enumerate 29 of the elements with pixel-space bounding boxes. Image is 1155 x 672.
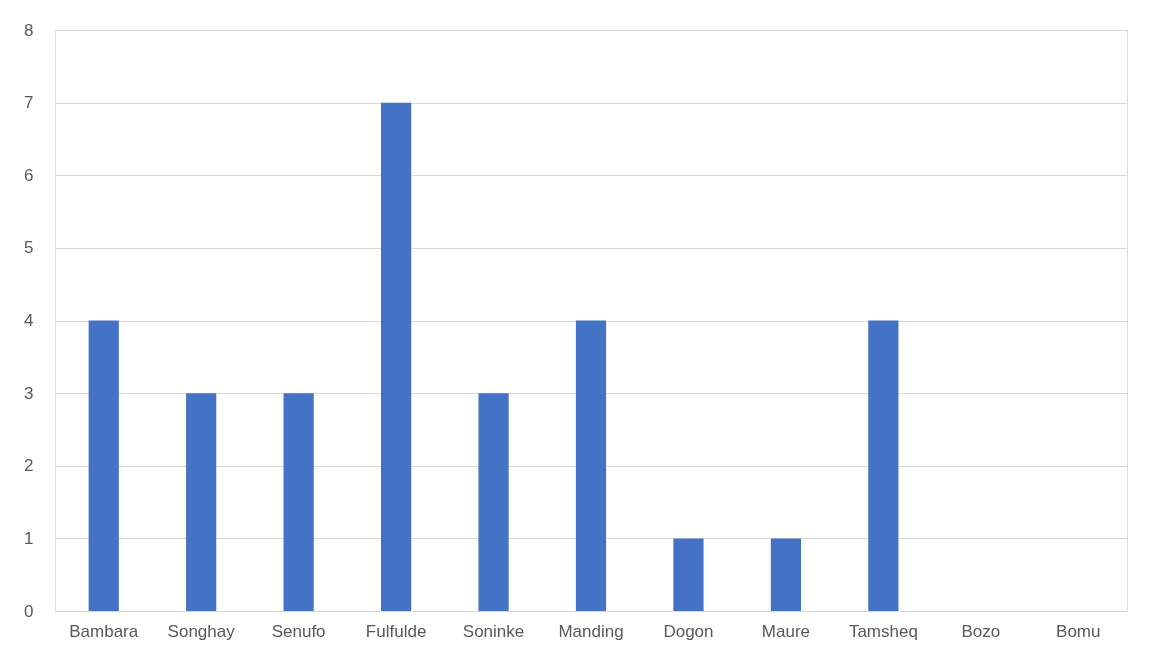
x-tick-label: Soninke (462, 621, 525, 641)
bar (868, 320, 899, 611)
x-tick-label: Bambara (69, 621, 139, 641)
bar (380, 102, 412, 611)
x-tick-label: Bomu (1056, 621, 1101, 641)
x-tick-label: Fulfulde (365, 621, 427, 641)
y-tick-label: 7 (24, 93, 34, 113)
bar (88, 320, 119, 611)
bar (770, 538, 802, 611)
bar (673, 538, 704, 611)
x-tick-label: Senufo (271, 621, 326, 641)
y-tick-label: 6 (24, 165, 34, 185)
x-tick-label: Maure (761, 621, 810, 641)
y-tick-label: 2 (24, 456, 34, 476)
bar (283, 393, 314, 611)
y-tick-label: 4 (24, 311, 34, 330)
x-tick-label: Tamsheq (848, 621, 918, 641)
y-tick-label: 5 (24, 238, 34, 258)
x-tick-label: Manding (558, 621, 624, 641)
y-tick-label: 3 (24, 383, 34, 403)
x-tick-label: Bozo (961, 621, 1001, 641)
bar (478, 393, 509, 611)
bar (186, 393, 217, 611)
bar (575, 320, 607, 611)
y-tick-label: 0 (24, 601, 34, 621)
x-tick-label: Dogon (663, 621, 714, 641)
x-tick-label: Songhay (167, 621, 236, 641)
y-tick-label: 1 (24, 528, 34, 548)
y-tick-label: 8 (24, 20, 34, 40)
